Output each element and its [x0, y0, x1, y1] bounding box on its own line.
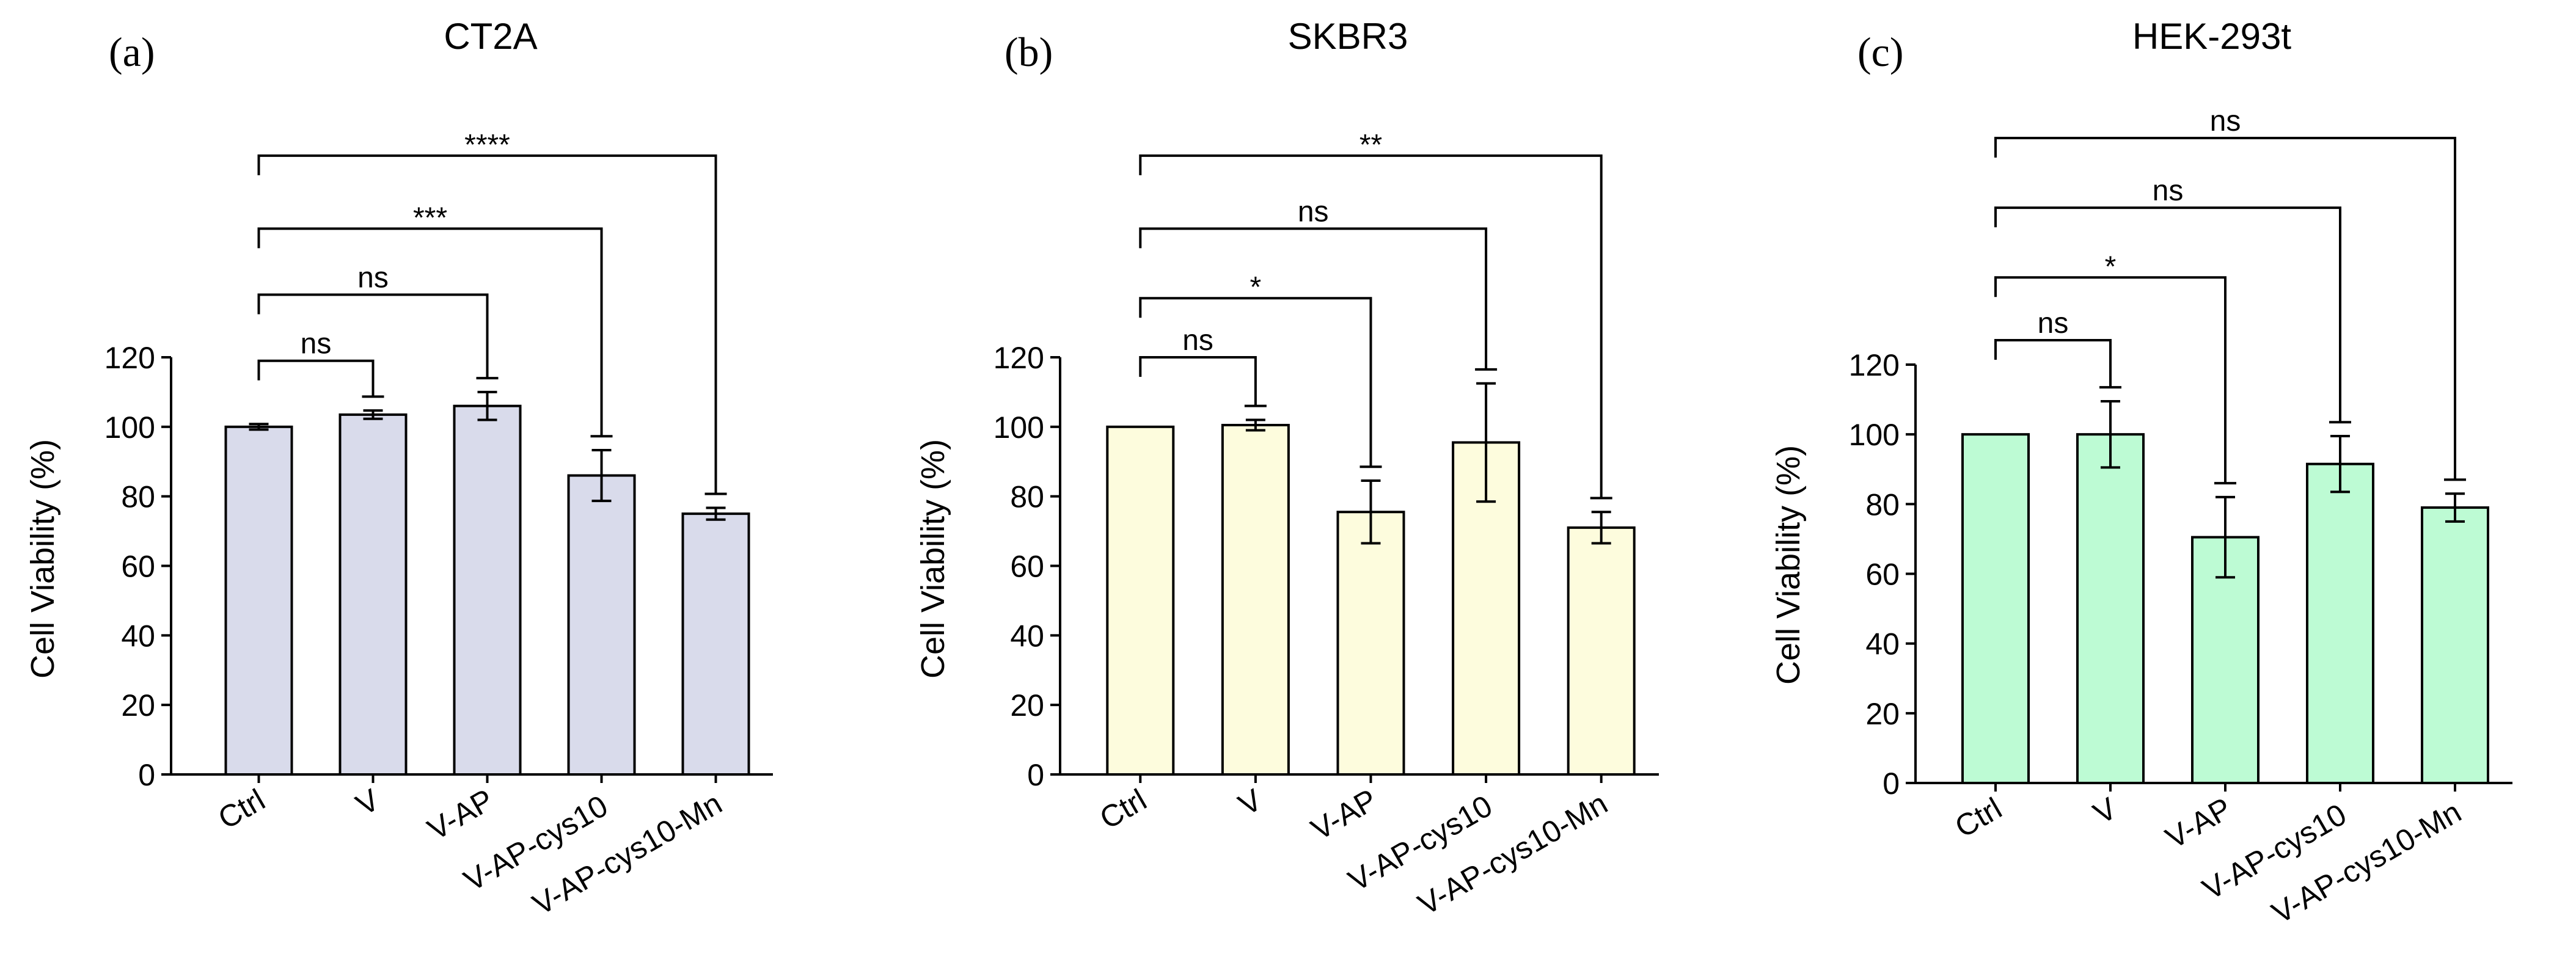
y-axis-label: Cell Viability (%): [915, 439, 951, 679]
significance-label: ns: [2038, 307, 2069, 340]
x-tick-label: Ctrl: [1949, 791, 2007, 844]
bar: [1106, 425, 1175, 776]
y-tick-label: 20: [1010, 688, 1044, 723]
y-axis-label: Cell Viability (%): [24, 439, 61, 679]
bracket-line: [1994, 136, 2456, 480]
y-tick-label: 40: [1010, 619, 1044, 653]
significance-label: ns: [357, 262, 389, 294]
significance-bracket: ns: [1139, 195, 1498, 371]
bar: [224, 425, 293, 776]
bar: [2076, 433, 2145, 784]
bar: [681, 512, 750, 776]
y-tick-label: 20: [121, 688, 155, 723]
bracket-line: [1994, 206, 2341, 423]
significance-bracket: ns: [1994, 307, 2121, 389]
y-tick-label: 40: [1865, 627, 1900, 661]
significance-label: ****: [464, 129, 510, 161]
y-tick-label: 60: [121, 550, 155, 584]
bar: [2306, 462, 2374, 784]
bar: [1221, 423, 1290, 776]
y-tick-label: 40: [121, 619, 155, 653]
significance-label: ns: [1298, 195, 1329, 228]
y-tick-label: 80: [1010, 480, 1044, 514]
y-tick-label: 0: [1027, 758, 1044, 792]
panel-a: (a) CT2A Cell Viability (%) 0 20 40 60 80 100…: [24, 16, 773, 922]
x-tick-label: V-AP: [1305, 782, 1383, 847]
y-tick-label: 120: [1849, 348, 1900, 382]
bracket-line: [1139, 154, 1603, 498]
y-tick-label: 80: [1865, 487, 1900, 522]
chart-title: HEK-293t: [2132, 16, 2291, 57]
bar: [2421, 506, 2489, 785]
panel-label: (c): [1857, 29, 1903, 75]
bar: [1336, 511, 1405, 776]
y-tick-label: 60: [1010, 550, 1044, 584]
x-tick-label: V: [2088, 791, 2123, 831]
bracket-line: [257, 359, 375, 397]
significance-bracket: **: [1139, 129, 1612, 500]
y-tick-label: 120: [993, 341, 1044, 375]
bracket-line: [1139, 227, 1488, 370]
significance-label: *: [1250, 271, 1262, 304]
bar: [567, 474, 636, 776]
significance-bracket: ****: [257, 129, 727, 495]
bracket-line: [1994, 339, 2112, 388]
bar: [1567, 526, 1636, 776]
significance-bracket: ns: [1994, 105, 2466, 481]
significance-label: ns: [301, 328, 332, 360]
y-tick-label: 100: [104, 410, 155, 445]
y-tick-label: 0: [138, 758, 155, 792]
bracket-line: [1139, 297, 1372, 467]
significance-label: ***: [413, 202, 447, 234]
y-tick-label: 120: [104, 341, 155, 375]
significance-bracket: ns: [257, 328, 384, 398]
x-tick-label: V-AP-cys10-Mn: [1412, 786, 1613, 922]
x-tick-label: V-AP: [422, 782, 499, 847]
panel-label: (b): [1004, 29, 1053, 75]
x-tick-label: V: [350, 782, 385, 822]
panel-b: (b) SKBR3 Cell Viability (%) 0 20 40 60 80 10…: [915, 16, 1659, 922]
y-tick-label: 0: [1883, 767, 1900, 801]
significance-label: ns: [2153, 175, 2184, 207]
y-tick-label: 100: [1849, 418, 1900, 452]
significance-label: *: [2105, 250, 2117, 283]
bracket-line: [257, 293, 489, 379]
bracket-line: [257, 227, 603, 437]
panel-label: (a): [109, 29, 155, 75]
bracket-line: [257, 154, 717, 494]
chart-title: SKBR3: [1288, 16, 1408, 57]
significance-bracket: ***: [257, 202, 613, 438]
bracket-line: [1994, 276, 2227, 484]
chart-title: CT2A: [444, 16, 537, 57]
x-tick-label: Ctrl: [1094, 782, 1152, 836]
significance-bracket: ns: [1139, 324, 1267, 407]
bracket-line: [1139, 356, 1257, 406]
y-tick-label: 100: [993, 410, 1044, 445]
significance-bracket: *: [1994, 250, 2236, 485]
significance-bracket: *: [1139, 271, 1382, 468]
x-tick-label: Ctrl: [213, 782, 271, 836]
x-tick-label: V: [1233, 782, 1268, 822]
y-tick-label: 20: [1865, 697, 1900, 731]
x-tick-label: V-AP-cys10-Mn: [527, 786, 728, 922]
bar: [1961, 433, 2030, 784]
significance-label: ns: [2210, 105, 2241, 137]
significance-bracket: ns: [257, 262, 499, 380]
significance-label: **: [1359, 129, 1382, 161]
y-axis-label: Cell Viability (%): [1770, 445, 1807, 685]
significance-bracket: ns: [1994, 175, 2351, 424]
bar: [338, 413, 408, 776]
significance-label: ns: [1182, 324, 1213, 357]
x-tick-label: V-AP-cys10-Mn: [2266, 795, 2467, 930]
y-tick-label: 80: [121, 480, 155, 514]
x-tick-label: V-AP: [2160, 791, 2238, 855]
bar: [453, 404, 522, 776]
panel-c: (c) HEK-293t Cell Viability (%) 0 20 40 60 8…: [1770, 16, 2512, 930]
y-tick-label: 60: [1865, 558, 1900, 592]
